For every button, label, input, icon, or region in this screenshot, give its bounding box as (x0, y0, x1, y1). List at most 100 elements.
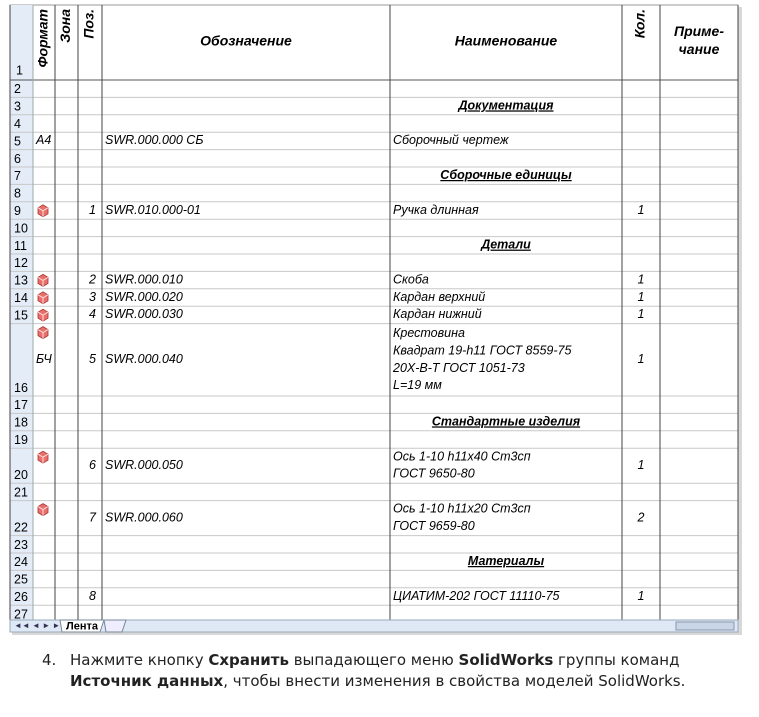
position-cell: 3 (89, 290, 96, 304)
quantity-cell: 1 (638, 290, 645, 304)
row-number: 11 (14, 239, 27, 253)
tab-bar-bg (9, 619, 739, 633)
name-cell: ГОСТ 9659-80 (393, 519, 475, 533)
part-icon-face (37, 329, 49, 339)
column-header: Зона (57, 9, 73, 43)
grid: 1 Формат Зона Поз. Обозначение Наименование Ко… (9, 5, 739, 621)
bold-text: Источник данных (70, 672, 224, 690)
designation-cell: SWR.000.000 СБ (105, 133, 203, 147)
part-icon-face (37, 311, 49, 322)
row-number: 1 (16, 63, 23, 77)
quantity-cell: 1 (638, 272, 645, 286)
new-sheet-tab[interactable] (103, 619, 127, 633)
sheet-frame (9, 4, 739, 633)
part-icon (37, 503, 49, 517)
instruction-text: Нажмите кнопку Схранить выпадающего меню… (70, 650, 750, 692)
bold-text: Схранить (208, 651, 289, 669)
row-number: 20 (14, 468, 28, 482)
section-title: Детали (480, 238, 531, 252)
position-cell: 4 (89, 307, 96, 321)
list-number: 4. (42, 651, 57, 669)
row-number: 12 (14, 256, 28, 270)
row-number: 15 (14, 308, 28, 322)
position-cell: 7 (89, 510, 97, 524)
row-number: 17 (14, 398, 28, 412)
designation-cell: SWR.010.000-01 (105, 203, 201, 217)
position-cell: 1 (89, 203, 96, 217)
section-title: Стандартные изделия (432, 414, 581, 428)
sheet-tab-label[interactable]: Лента (66, 620, 99, 632)
row-number: 18 (14, 416, 28, 430)
name-cell: ЦИАТИМ-202 ГОСТ 11110-75 (393, 589, 560, 603)
name-cell: Ось 1-10 h11x40 Ст3сп (393, 449, 531, 463)
row-number: 24 (14, 555, 28, 569)
row-number: 2 (14, 82, 21, 96)
tab-nav[interactable]: ◄◄ ◄ ► ►► (14, 621, 68, 630)
row-number: 9 (14, 204, 21, 218)
part-icon (37, 273, 49, 287)
row-number: 5 (14, 134, 21, 148)
designation-cell: SWR.000.050 (105, 458, 183, 472)
position-cell: 2 (88, 272, 96, 286)
position-cell: 8 (89, 589, 96, 603)
name-cell: Кардан нижний (393, 307, 482, 321)
designation-cell: SWR.000.020 (105, 290, 183, 304)
column-header: Кол. (632, 9, 648, 38)
row-number: 21 (14, 485, 28, 499)
part-icon-face (37, 276, 49, 287)
part-icon (37, 204, 49, 218)
tab-bar: ◄◄ ◄ ► ►► Лента (9, 619, 739, 633)
part-icon-face (37, 294, 49, 304)
part-icon (37, 326, 49, 340)
name-cell: Скоба (393, 272, 429, 286)
row-number: 6 (14, 152, 21, 166)
text: , чтобы внести изменения в свойства моде… (223, 672, 686, 690)
row-number: 4 (14, 117, 21, 131)
designation-cell: SWR.000.030 (105, 307, 183, 321)
row-number: 16 (14, 381, 28, 395)
row-number: 23 (14, 538, 28, 552)
quantity-cell: 1 (638, 307, 645, 321)
row-number: 19 (14, 433, 28, 447)
name-cell: Квадрат 19-h11 ГОСТ 8559-75 (393, 343, 571, 357)
column-header: Формат (35, 9, 51, 67)
position-cell: 6 (89, 458, 96, 472)
name-cell: Ось 1-10 h11x20 Ст3сп (393, 502, 531, 516)
part-icon-face (37, 506, 49, 516)
quantity-cell: 2 (637, 510, 645, 524)
column-header: Приме-чание (674, 23, 724, 57)
row-number: 25 (14, 573, 28, 587)
row-number: 10 (14, 221, 28, 235)
column-header: Наименование (455, 33, 558, 49)
spreadsheet: 1 Формат Зона Поз. Обозначение Наименование Ко… (9, 4, 742, 635)
part-icon-face (37, 207, 49, 217)
name-cell: Крестовина (393, 326, 465, 340)
name-cell: ГОСТ 9650-80 (393, 467, 475, 481)
scrollbar[interactable] (675, 621, 735, 631)
name-cell: Сборочный чертеж (393, 133, 510, 147)
section-title: Сборочные единицы (440, 168, 572, 182)
row-number: 27 (14, 607, 28, 621)
row-number: 3 (14, 100, 21, 114)
quantity-cell: 1 (638, 203, 645, 217)
row-number: 26 (14, 590, 28, 604)
column-header: Обозначение (200, 33, 292, 49)
name-cell: Ручка длинная (393, 203, 479, 217)
row-number: 14 (14, 291, 28, 305)
quantity-cell: 1 (638, 458, 645, 472)
position-cell: 5 (89, 352, 96, 366)
sheet-tab[interactable] (59, 619, 105, 633)
quantity-cell: 1 (638, 589, 645, 603)
part-icon (37, 308, 49, 322)
part-icon-face (37, 453, 49, 464)
bold-text: SolidWorks (458, 651, 554, 669)
designation-cell: SWR.000.010 (105, 272, 183, 286)
section-title: Документация (458, 98, 555, 112)
text: группы команд (553, 651, 680, 669)
row-number: 22 (14, 520, 28, 534)
text: выпадающего меню (288, 651, 459, 669)
row-number: 8 (14, 187, 21, 201)
part-icon (37, 291, 49, 305)
name-cell: L=19 мм (393, 378, 442, 392)
